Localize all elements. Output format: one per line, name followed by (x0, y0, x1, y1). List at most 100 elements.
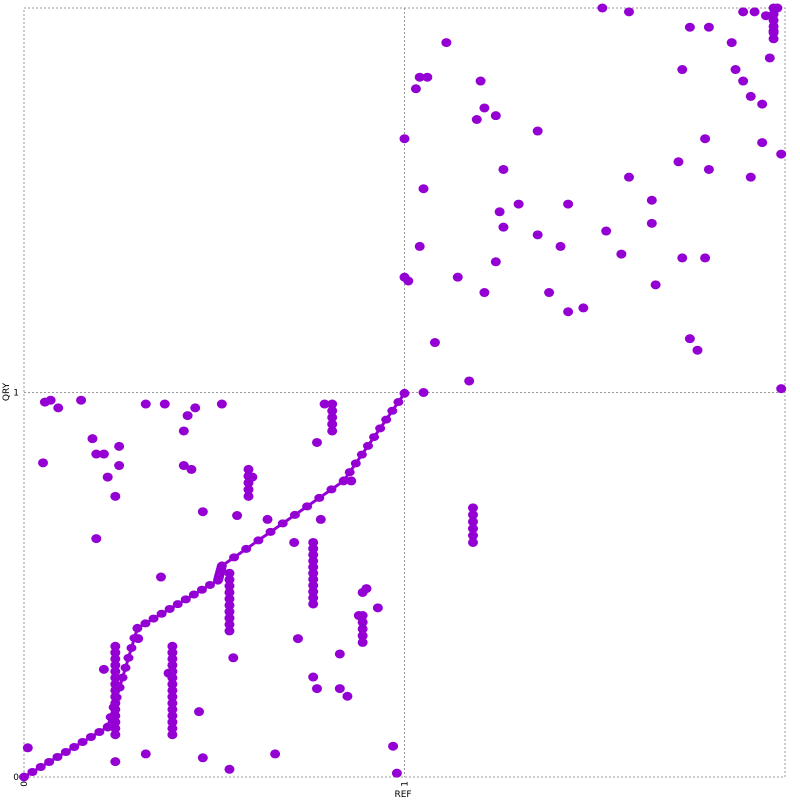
scatter-point (110, 491, 121, 501)
repeat-point (308, 587, 319, 597)
scatter-point (334, 649, 345, 659)
repeat-point (167, 692, 178, 702)
scatter-point (270, 749, 281, 759)
repeat-point (243, 485, 254, 495)
scatter-point (726, 38, 737, 48)
repeat-point (110, 698, 121, 708)
scatter-point (311, 437, 322, 447)
alignment-point (156, 609, 167, 618)
alignment-point (344, 468, 355, 477)
repeat-point (243, 491, 254, 501)
repeat-point (167, 704, 178, 714)
repeat-point (167, 679, 178, 689)
scatter-point (353, 611, 364, 621)
alignment-point (350, 459, 361, 468)
repeat-point (167, 654, 178, 664)
scatter-point (677, 65, 688, 75)
scatter-point (414, 241, 425, 251)
scatter-point (646, 218, 657, 228)
repeat-point (110, 685, 121, 695)
scatter-point (544, 288, 555, 298)
repeat-point (308, 568, 319, 578)
alignment-point (387, 406, 398, 415)
alignment-point (188, 590, 199, 599)
scatter-point (155, 572, 166, 582)
alignment-point (381, 415, 392, 424)
scatter-point (532, 230, 543, 240)
scatter-point (563, 307, 574, 317)
repeat-point (467, 537, 478, 547)
scatter-point (513, 199, 524, 209)
repeat-point (327, 406, 338, 416)
repeat-point (110, 711, 121, 721)
scatter-point (45, 395, 56, 405)
alignment-point (369, 433, 380, 442)
alignment-point (19, 773, 29, 781)
y-axis-label: QRY (2, 382, 12, 401)
scatter-point (464, 376, 475, 386)
scatter-point (597, 3, 608, 13)
scatter-point (623, 172, 634, 182)
repeat-point (224, 594, 235, 604)
scatter-point (749, 7, 760, 17)
scatter-point (102, 472, 113, 482)
scatter-point (98, 664, 109, 674)
scatter-point (232, 511, 243, 521)
scatter-point (114, 441, 125, 451)
scatter-point (479, 103, 490, 113)
repeat-point (167, 723, 178, 733)
scatter-point (738, 76, 749, 86)
scatter-point (745, 91, 756, 101)
alignment-point (164, 604, 175, 613)
alignment-point (204, 580, 215, 589)
scatter-point (772, 3, 783, 13)
scatter-point (311, 684, 322, 694)
alignment-point (102, 723, 113, 732)
scatter-point (418, 388, 429, 397)
scatter-point (110, 757, 121, 767)
alignment-point (117, 673, 128, 682)
alignment-point (132, 624, 143, 633)
alignment-point (277, 519, 288, 528)
alignment-point (375, 424, 386, 433)
alignment-point (27, 768, 38, 777)
scatter-point (646, 195, 657, 205)
scatter-point (178, 426, 189, 436)
scatter-point (308, 672, 319, 682)
repeat-point (167, 717, 178, 727)
repeat-point (357, 624, 368, 634)
alignment-point (52, 753, 63, 762)
repeat-point (308, 599, 319, 609)
scatter-point (292, 634, 303, 644)
scatter-point (224, 764, 235, 774)
scatter-point (53, 403, 64, 413)
scatter-point (186, 464, 197, 474)
repeat-point (110, 648, 121, 658)
repeat-point (224, 619, 235, 629)
scatter-point (190, 403, 201, 413)
scatter-point (684, 22, 695, 32)
repeat-point (110, 654, 121, 664)
scatter-point (342, 691, 353, 701)
alignment-point (180, 595, 191, 604)
scatter-point (692, 345, 703, 355)
scatter-point (140, 749, 151, 759)
x-tick-label: 1 (401, 781, 411, 787)
alignment-point (85, 733, 96, 742)
alignment-point (172, 600, 183, 609)
repeat-point (167, 685, 178, 695)
scatter-point (475, 76, 486, 86)
scatter-point (452, 272, 463, 282)
scatter-point (776, 384, 787, 394)
repeat-point (110, 730, 121, 740)
repeat-point (768, 15, 779, 25)
scatter-point (346, 476, 357, 486)
scatter-point (178, 461, 189, 471)
alignment-point (60, 748, 71, 757)
scatter-point (650, 280, 661, 290)
repeat-point (467, 517, 478, 527)
scatter-point (262, 514, 273, 524)
scatter-point (578, 303, 589, 313)
repeat-point (224, 568, 235, 578)
scatter-point (289, 537, 300, 547)
